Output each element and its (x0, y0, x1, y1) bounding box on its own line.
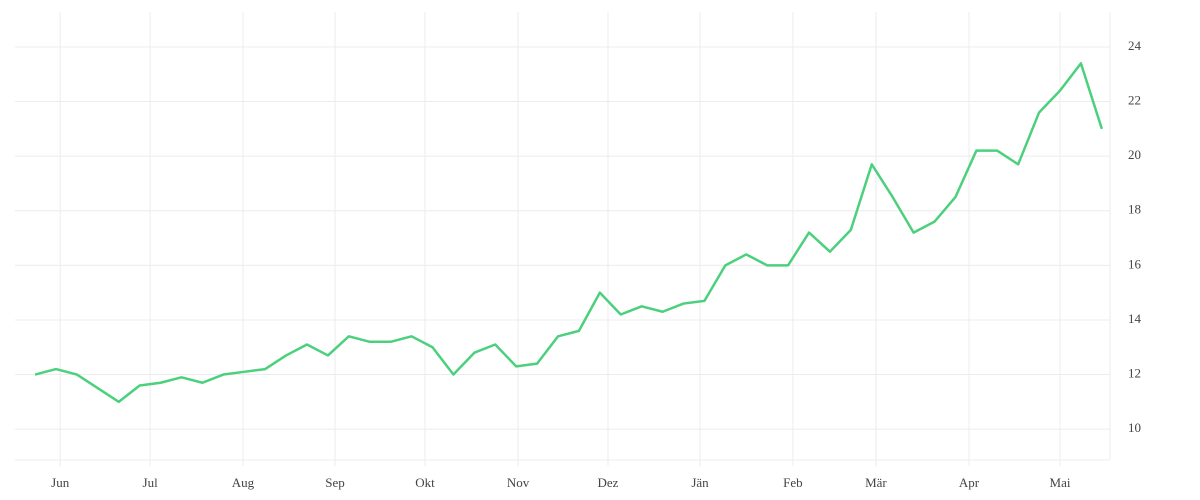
y-tick-label: 24 (1128, 38, 1142, 53)
y-tick-label: 16 (1128, 256, 1142, 271)
x-tick-label: Sep (325, 475, 345, 490)
x-tick-label: Mai (1050, 475, 1071, 490)
x-tick-label: Aug (232, 475, 255, 490)
y-tick-label: 18 (1128, 202, 1141, 217)
x-tick-label: Feb (783, 475, 803, 490)
x-tick-label: Okt (415, 475, 435, 490)
x-tick-label: Dez (598, 475, 619, 490)
y-tick-label: 12 (1128, 366, 1141, 381)
x-tick-label: Nov (507, 475, 530, 490)
x-tick-label: Mär (865, 475, 887, 490)
y-tick-label: 22 (1128, 93, 1141, 108)
x-tick-label: Jän (691, 475, 709, 490)
y-tick-label: 10 (1128, 420, 1141, 435)
x-tick-label: Jul (143, 475, 159, 490)
y-tick-label: 14 (1128, 311, 1142, 326)
y-tick-label: 20 (1128, 147, 1141, 162)
line (34, 62, 1104, 404)
x-tick-label: Apr (959, 475, 980, 490)
x-tick-label: Jun (51, 475, 70, 490)
